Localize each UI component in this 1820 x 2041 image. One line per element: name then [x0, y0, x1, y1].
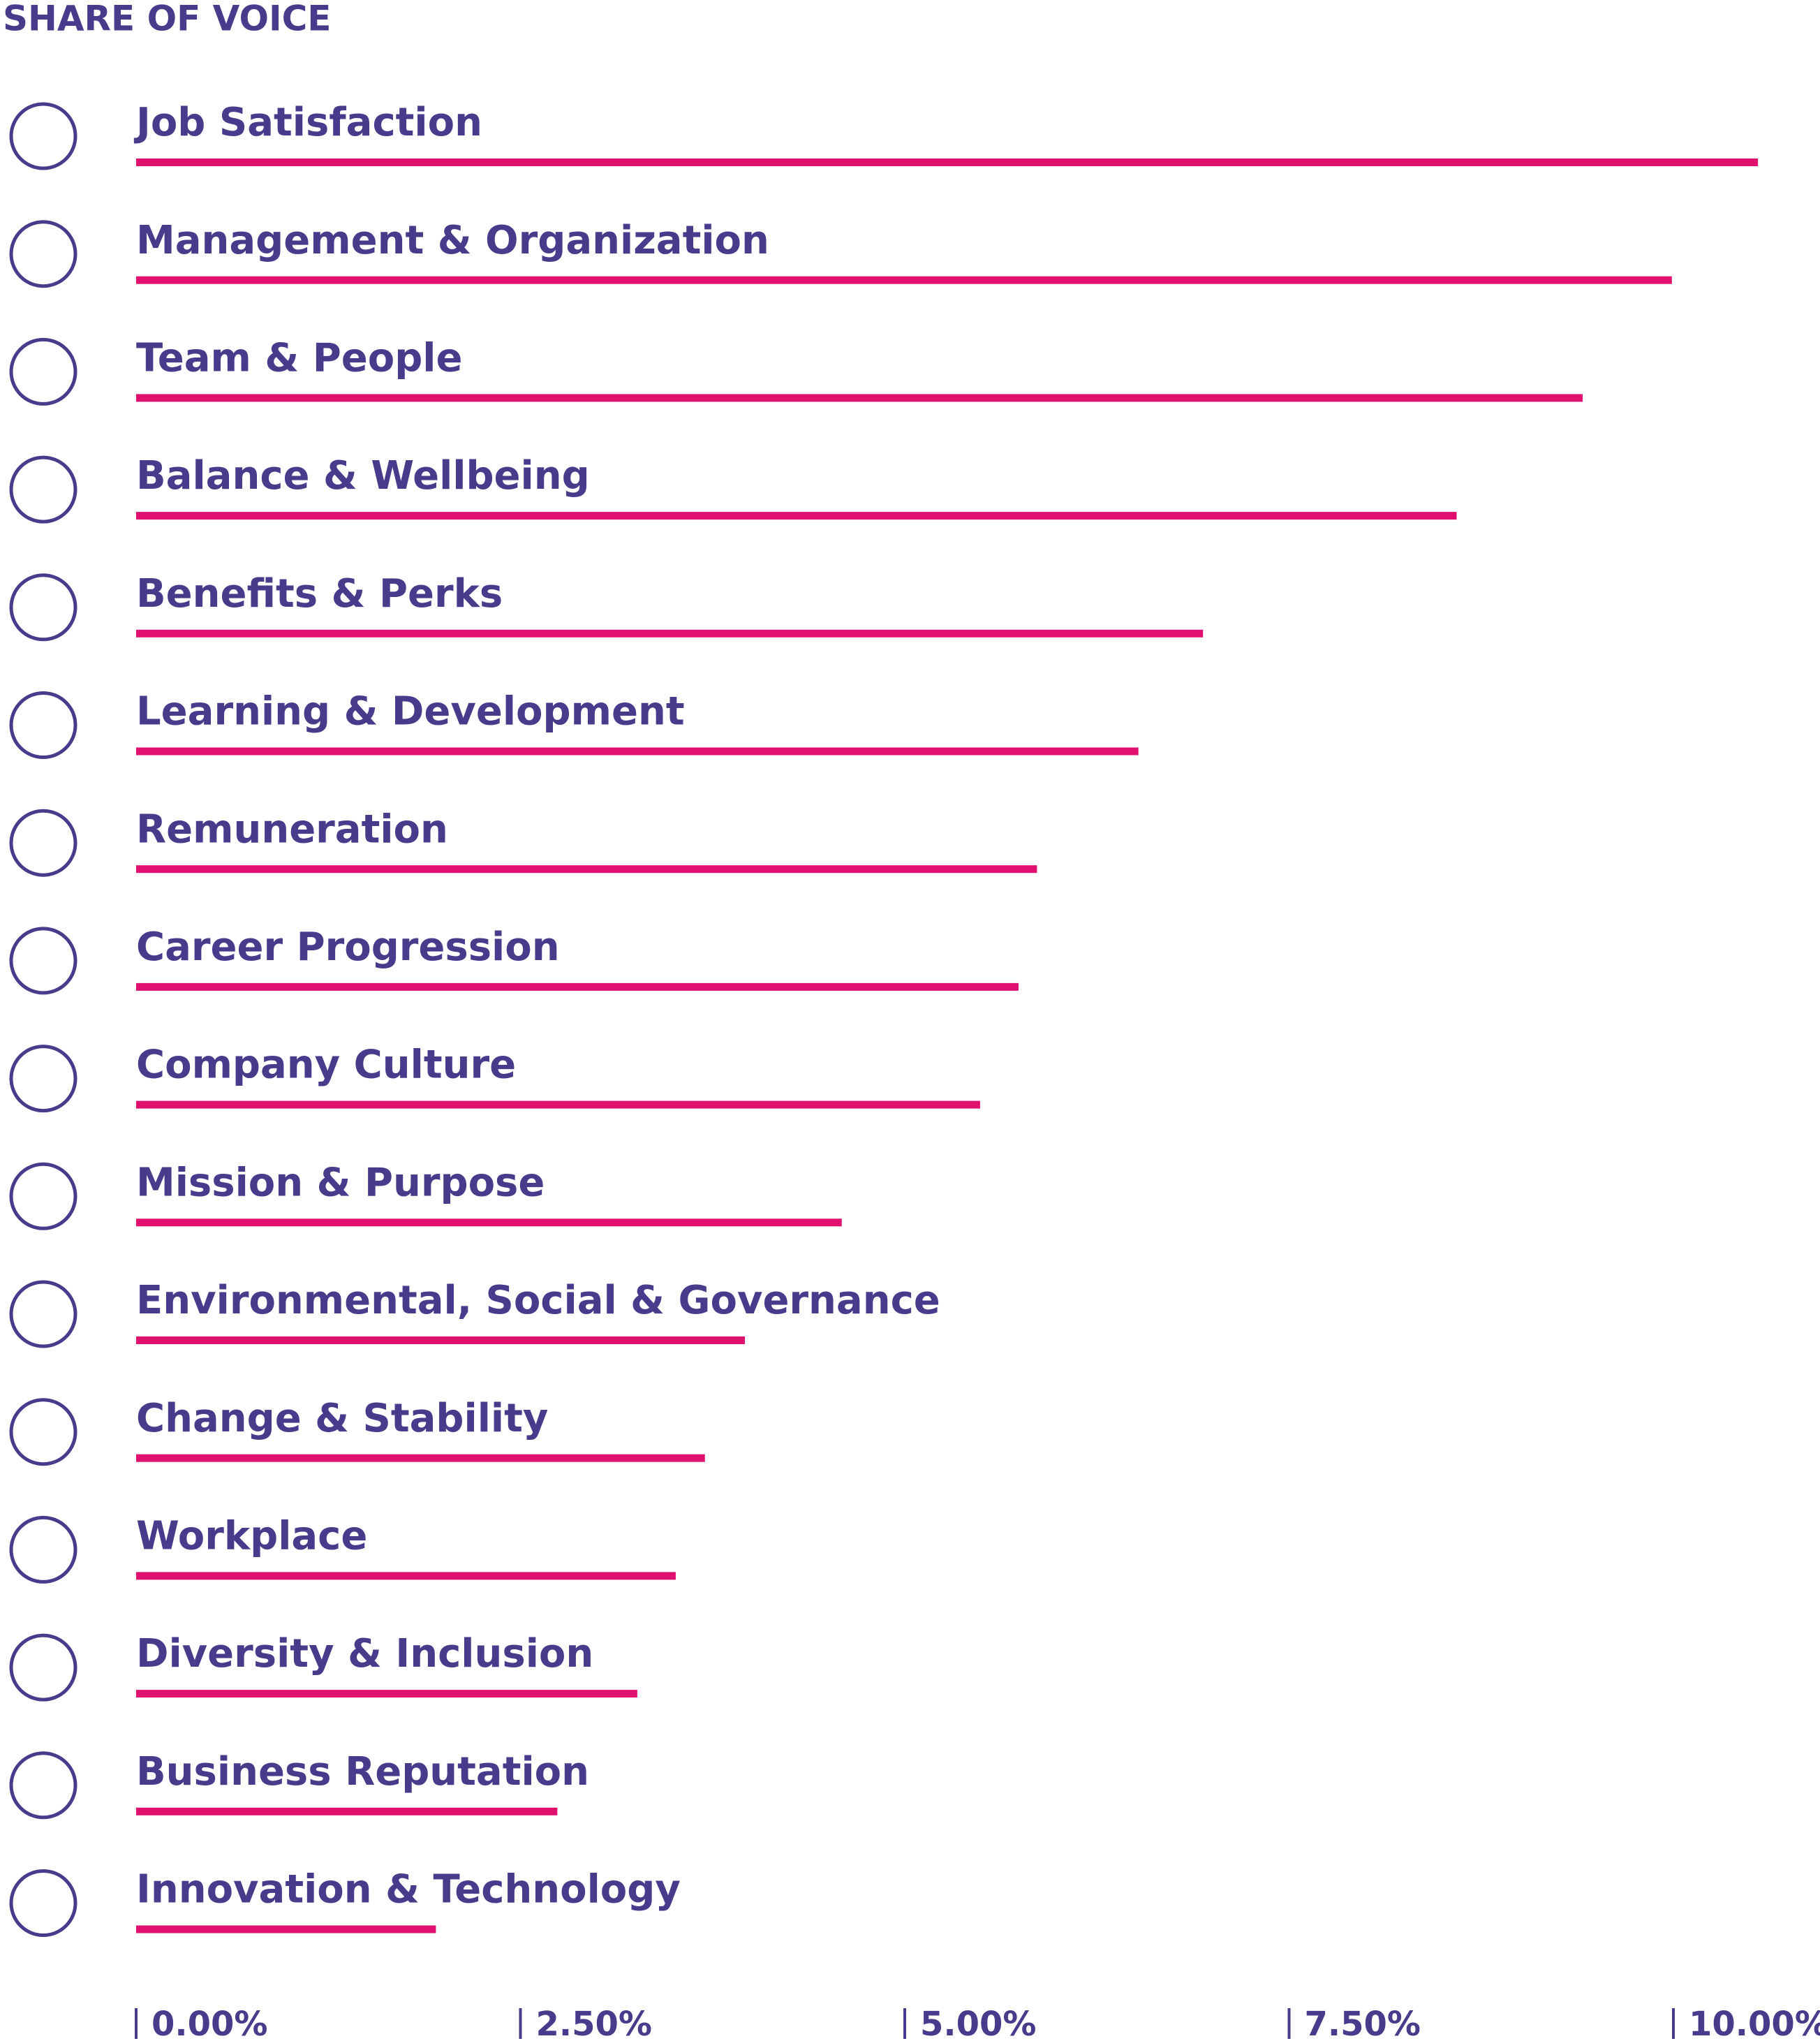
category-label: Company Culture — [136, 1042, 516, 1088]
bar — [136, 1925, 436, 1933]
category-label: Workplace — [136, 1514, 367, 1559]
category-label: Remuneration — [136, 806, 448, 852]
icon — [9, 927, 77, 995]
bar — [136, 1807, 558, 1815]
category-label: Job Satisfaction — [133, 100, 482, 145]
icon — [9, 455, 77, 524]
category-label: Management & Organization — [136, 218, 769, 263]
category-label: Team & People — [136, 336, 462, 381]
icon — [9, 573, 77, 642]
icon — [9, 1633, 77, 1702]
category-label: Mission & Purpose — [136, 1160, 545, 1205]
category-label: Balance & Wellbeing — [136, 453, 590, 499]
x-tick-label: 10.00% — [1689, 2005, 1820, 2041]
bar — [136, 865, 1037, 874]
category-label: Environmental, Social & Governance — [136, 1278, 940, 1323]
bar — [136, 747, 1139, 756]
category-label: Change & Stability — [136, 1396, 548, 1441]
icon — [9, 1280, 77, 1348]
icon — [9, 809, 77, 877]
icon — [9, 1162, 77, 1230]
icon — [9, 1751, 77, 1820]
bar — [136, 1336, 745, 1344]
icon — [9, 1398, 77, 1466]
bar — [136, 394, 1583, 402]
chart-title: SHARE OF VOICE — [3, 0, 331, 39]
icon — [9, 691, 77, 759]
x-tick-label: 5.00% — [920, 2005, 1037, 2041]
icon — [9, 1869, 77, 1937]
bar — [136, 1454, 705, 1462]
bar — [136, 512, 1457, 520]
icon — [9, 102, 77, 170]
category-label: Learning & Development — [136, 689, 685, 735]
bar — [136, 1690, 637, 1698]
x-tick-label: 0.00% — [151, 2005, 268, 2041]
icon — [9, 337, 77, 406]
category-label: Diversity & Inclusion — [136, 1631, 593, 1677]
bar — [136, 982, 1019, 991]
bar — [136, 1100, 980, 1109]
category-label: Business Reputation — [136, 1749, 589, 1795]
category-label: Innovation & Technology — [136, 1867, 681, 1913]
x-tick-label: 2.50% — [536, 2005, 653, 2041]
icon — [9, 220, 77, 288]
category-label: Career Progression — [136, 924, 560, 970]
bar — [136, 1218, 842, 1227]
bar — [136, 1572, 676, 1580]
category-label: Benefits & Perks — [136, 571, 503, 617]
bar — [136, 159, 1759, 166]
icon — [9, 1515, 77, 1584]
bar — [136, 629, 1204, 638]
bar — [136, 276, 1672, 284]
x-tick-label: 7.50% — [1305, 2005, 1421, 2041]
icon — [9, 1045, 77, 1113]
